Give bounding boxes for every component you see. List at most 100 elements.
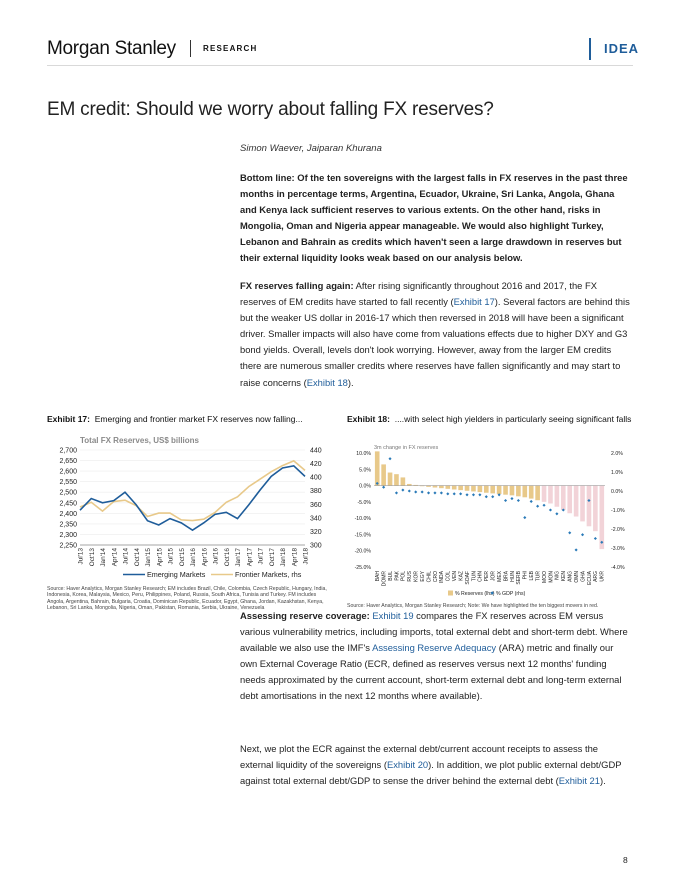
paragraph-text: ). [599,775,606,787]
exhibit-17-link[interactable]: Exhibit 17 [453,296,495,308]
emerging-markets-line [79,464,306,532]
gdp-dot [420,490,424,494]
exhibit-17-source: Source: Haver Analytics, Morgan Stanley … [47,586,327,612]
bar [400,477,406,486]
bar [451,485,457,490]
page-number: 8 [623,855,628,865]
paragraph-lead: FX reserves falling again: [240,280,354,291]
y2-tick-label: -3.0% [611,546,625,552]
y-tick-label: -25.0% [355,565,372,571]
paragraph-reserve-coverage: Assessing reserve coverage: Exhibit 19 c… [240,608,633,705]
gdp-dot [394,491,399,495]
x-tick-label: SOAF [465,571,471,585]
legend-label: % GDP (rhs) [496,591,526,597]
x-tick-label: KAZ [458,571,464,581]
exhibit-19-link[interactable]: Exhibit 19 [372,610,414,621]
bar [490,485,496,494]
gdp-dot [555,512,559,516]
exhibit-18-link[interactable]: Exhibit 18 [306,376,348,388]
bar [394,474,399,486]
paragraph-ecr: Next, we plot the ECR against the extern… [240,741,633,789]
y-tick-label: 2,550 [59,479,77,486]
bar [516,485,521,497]
exhibit-21-link[interactable]: Exhibit 21 [558,775,600,787]
gdp-dot [529,499,533,504]
legend-label: Frontier Markets, rhs [235,570,302,579]
gdp-dot [491,495,495,499]
bar [548,485,553,504]
x-tick-label: PAK [394,570,400,580]
ara-link[interactable]: Assessing Reserve Adequacy [372,642,497,654]
paragraph-text: ). Several factors are behind this but t… [240,296,630,388]
gdp-dot [414,490,418,494]
x-tick-label: COL [446,571,452,582]
header-divider [190,40,191,57]
x-tick-label: RUS [407,570,413,581]
y-tick-label: 5.0% [359,467,371,473]
x-axis: Jul'13 Oct'13 Jan'14 Apr'14 Jul'14 Oct'14 Jan'… [78,544,310,567]
gdp-dot [542,503,546,507]
bar [471,485,476,492]
y2-tick-label: 0.0% [611,489,623,495]
y2-tick-label: 360 [310,502,322,509]
bar [503,485,508,495]
chart-dots [375,457,604,552]
gdp-dot [471,493,476,497]
y-tick-label: 2,500 [59,490,77,497]
y-tick-label: -15.0% [355,532,372,538]
y-tick-label: 2,600 [59,469,77,476]
gdp-dot [484,495,488,499]
x-axis: BAH DOMR BUL PAK POL RUS KOR EGY CHIL CRO INDA COL V… [375,570,606,586]
bar [599,485,605,550]
bar [445,485,451,489]
paragraph-text: ). [347,376,354,388]
gdp-dot [433,491,437,495]
paragraph-text: After rising significantly throughout 20… [240,280,597,308]
bottom-line-paragraph: Bottom line: Of the ten sovereigns with … [240,172,628,264]
chart-series [79,459,306,532]
x-tick-label: HUN [510,571,516,582]
exhibit-caption: Emerging and frontier market FX reserves… [94,414,303,424]
bar [477,485,483,493]
bar [406,483,412,486]
bar [439,485,444,489]
gdp-dot [574,548,578,552]
paragraph-text: compares the FX reserves across EM versu… [240,610,628,654]
x-tick-label: Jul'18 [303,548,310,565]
exhibit-18-title: Exhibit 18: ....with select high yielder… [347,414,632,425]
gdp-dot [452,492,456,496]
paragraph-lead: Assessing reserve coverage: [240,610,370,621]
paragraph-text: (ARA) metric and finally our own Externa… [240,642,622,702]
y-tick-label: 10.0% [356,451,371,457]
x-tick-label: Apr'16 [201,548,208,567]
x-tick-label: Jul'16 [213,548,220,565]
bar [413,484,419,486]
bar [496,485,502,495]
y-axis-right: 2.0% 1.0% 0.0% -1.0% -2.0% -3.0% -4.0% [611,451,625,571]
x-tick-label: Jul'15 [168,548,175,565]
x-tick-label: BRA [503,570,509,581]
y-tick-label: 2,350 [59,521,77,528]
x-tick-label: VEN [452,571,458,582]
bar [541,485,547,502]
y-tick-label: 0.0% [359,484,371,490]
y2-tick-label: 2.0% [611,451,623,457]
x-tick-label: Jan'15 [145,548,152,567]
x-tick-label: Jan'17 [235,548,242,567]
page-title: EM credit: Should we worry about falling… [47,99,494,120]
x-tick-label: JOR [491,571,497,581]
y-tick-label: -10.0% [355,516,372,522]
y2-tick-label: -4.0% [611,565,625,571]
legend-label: Emerging Markets [147,570,206,579]
x-tick-label: Jan'18 [280,548,287,567]
x-tick-label: TUN [471,571,477,582]
x-tick-label: Jan'16 [190,548,197,567]
gdp-dot [516,498,520,503]
bar [593,485,598,532]
y-axis-right: 440 420 400 380 360 340 320 300 [310,448,322,550]
exhibit-20-link[interactable]: Exhibit 20 [386,759,429,771]
x-tick-label: DOMR [381,571,387,587]
x-tick-label: NIG [555,571,561,580]
gdp-dot [407,489,411,493]
bar [381,464,386,486]
